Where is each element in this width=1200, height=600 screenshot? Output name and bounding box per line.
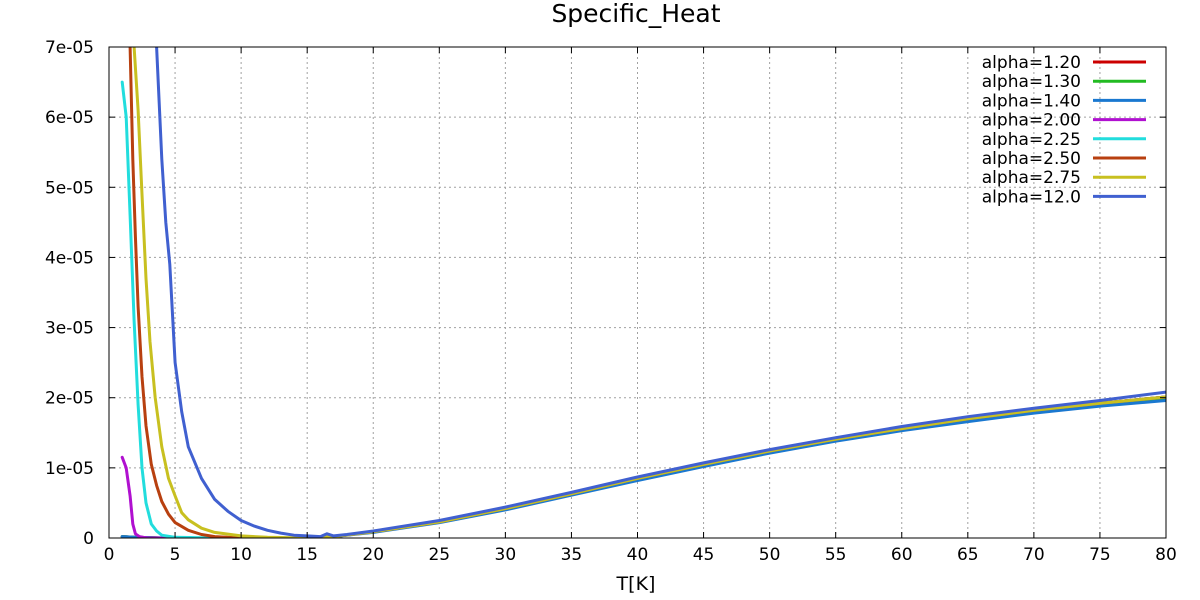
- x-tick-label: 45: [693, 545, 715, 565]
- legend-label: alpha=2.25: [982, 130, 1081, 150]
- legend-label: alpha=2.75: [982, 168, 1081, 188]
- x-axis-ticks: 0 5 10 15 20 25 30 35 40 45 50 55 60 65 70 75 80: [104, 47, 1177, 565]
- legend-label: alpha=1.30: [982, 72, 1081, 92]
- x-tick-label: 60: [891, 545, 913, 565]
- x-tick-label: 0: [104, 545, 115, 565]
- series-layer: [120, 47, 1166, 538]
- y-tick-label: 7e-05: [45, 38, 94, 58]
- x-tick-label: 25: [428, 545, 450, 565]
- x-tick-label: 50: [759, 545, 781, 565]
- legend-label: alpha=1.40: [982, 91, 1081, 111]
- y-axis-ticks: 0 1e-05 2e-05 3e-05 4e-05 5e-05 6e-05 7e-05: [45, 38, 1166, 549]
- series-line-2: [120, 399, 1166, 538]
- x-tick-label: 15: [296, 545, 318, 565]
- x-tick-label: 70: [1023, 545, 1045, 565]
- x-tick-label: 55: [825, 545, 847, 565]
- x-tick-label: 65: [957, 545, 979, 565]
- grid-layer: [109, 47, 1166, 538]
- chart-title: Specific_Heat: [551, 0, 720, 28]
- x-tick-label: 35: [561, 545, 583, 565]
- y-tick-label: 3e-05: [45, 319, 94, 339]
- legend-label: alpha=2.50: [982, 149, 1081, 169]
- x-tick-label: 80: [1155, 545, 1177, 565]
- y-tick-label: 6e-05: [45, 108, 94, 128]
- x-tick-label: 10: [230, 545, 252, 565]
- legend: alpha=1.20alpha=1.30alpha=1.40alpha=2.00…: [982, 53, 1146, 207]
- y-tick-label: 5e-05: [45, 178, 94, 198]
- x-tick-label: 20: [362, 545, 384, 565]
- x-tick-label: 30: [495, 545, 517, 565]
- y-tick-label: 1e-05: [45, 459, 94, 479]
- legend-label: alpha=2.00: [982, 111, 1081, 131]
- x-tick-label: 5: [170, 545, 181, 565]
- legend-label: alpha=1.20: [982, 53, 1081, 73]
- y-tick-label: 2e-05: [45, 389, 94, 409]
- y-tick-label: 4e-05: [45, 248, 94, 268]
- y-tick-label: 0: [83, 529, 94, 549]
- series-line-7: [155, 47, 1166, 538]
- x-tick-label: 75: [1089, 545, 1111, 565]
- legend-label: alpha=12.0: [982, 187, 1081, 207]
- x-axis-label: T[K]: [616, 573, 656, 595]
- x-tick-label: 40: [627, 545, 649, 565]
